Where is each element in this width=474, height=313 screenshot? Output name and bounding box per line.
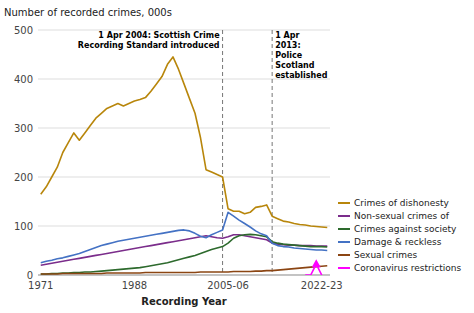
legend-label: Crimes of dishonesty xyxy=(354,198,449,208)
legend-swatch xyxy=(338,215,350,217)
legend-swatch xyxy=(338,254,350,256)
reference-line xyxy=(272,30,273,275)
x-tick-label: 1971 xyxy=(28,280,53,291)
grid-line xyxy=(38,177,330,178)
legend-label: Damage & reckless xyxy=(354,237,442,247)
y-tick-label: 0 xyxy=(27,270,33,281)
background xyxy=(0,0,474,313)
grid-line xyxy=(38,128,330,129)
legend-swatch xyxy=(338,241,350,243)
series-line xyxy=(41,212,328,262)
annotation: 1 Apr 2004: Scottish CrimeRecording Stan… xyxy=(78,31,220,50)
legend-label: Non-sexual crimes of xyxy=(354,211,450,221)
x-tick-label: 1988 xyxy=(122,280,147,291)
legend-swatch xyxy=(338,267,350,269)
plot-area xyxy=(41,30,328,275)
series-line xyxy=(41,235,328,265)
series-marker xyxy=(312,259,321,267)
y-tick-label: 300 xyxy=(14,123,33,134)
y-tick-label: 200 xyxy=(14,172,33,183)
y-tick-label: 400 xyxy=(14,74,33,85)
series-line xyxy=(41,234,328,274)
y-axis-label: Number of recorded crimes, 000s xyxy=(4,7,172,18)
chart: 0 100 200 300 400 500 1971 1988 2005-06 2022-23 Nu… xyxy=(0,0,474,313)
x-tick-label: 2022-23 xyxy=(301,280,343,291)
legend-swatch xyxy=(338,228,350,230)
x-axis-line xyxy=(38,275,330,276)
x-axis-label: Recording Year xyxy=(141,296,226,307)
series-line xyxy=(41,57,328,228)
legend-label: Sexual crimes xyxy=(354,250,417,260)
x-tick-label: 2005-06 xyxy=(207,280,249,291)
y-tick-label: 100 xyxy=(14,221,33,232)
grid-line xyxy=(38,226,330,227)
legend-label: Coronavirus restrictions xyxy=(354,263,461,273)
annotation: 1 Apr2013:PoliceScotlandestablished xyxy=(275,31,328,80)
legend-swatch xyxy=(338,202,350,204)
y-tick-label: 500 xyxy=(14,25,33,36)
series-line xyxy=(41,266,328,274)
legend-label: Crimes against society xyxy=(354,224,457,234)
legend: Crimes of dishonesty Non-sexual crimes of… xyxy=(338,198,461,273)
grid-line xyxy=(38,275,330,276)
